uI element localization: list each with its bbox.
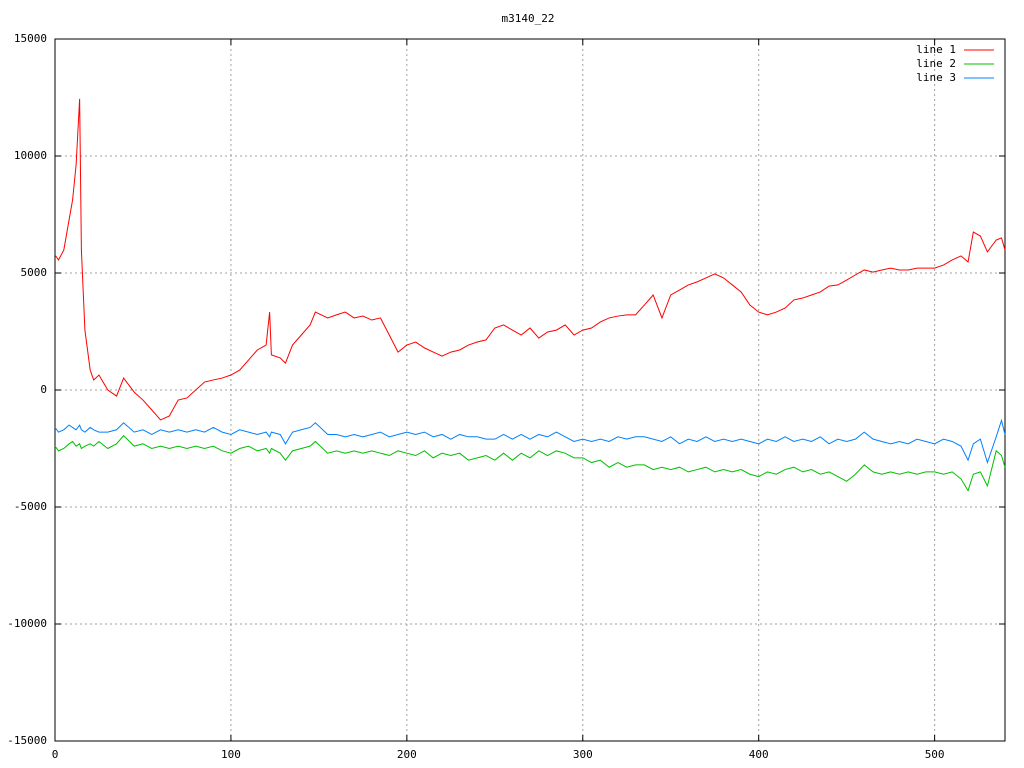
y-tick-label: -15000 <box>7 734 47 747</box>
y-tick-label: 10000 <box>14 149 47 162</box>
x-tick-label: 500 <box>925 748 945 761</box>
x-tick-label: 200 <box>397 748 417 761</box>
x-tick-label: 100 <box>221 748 241 761</box>
x-tick-label: 300 <box>573 748 593 761</box>
legend-label: line 1 <box>916 43 956 56</box>
y-tick-label: 15000 <box>14 32 47 45</box>
legend-label: line 3 <box>916 71 956 84</box>
legend-label: line 2 <box>916 57 956 70</box>
plot-border <box>54 38 1006 742</box>
x-tick-label: 0 <box>52 748 59 761</box>
x-tick-label: 400 <box>749 748 769 761</box>
data-line <box>54 434 1006 492</box>
y-tick-label: 0 <box>40 383 47 396</box>
data-line <box>54 98 1006 421</box>
y-tick-label: -10000 <box>7 617 47 630</box>
chart-title: m3140_22 <box>502 12 555 25</box>
y-tick-label: 5000 <box>21 266 48 279</box>
y-tick-label: -5000 <box>14 500 47 513</box>
data-line <box>54 418 1006 465</box>
